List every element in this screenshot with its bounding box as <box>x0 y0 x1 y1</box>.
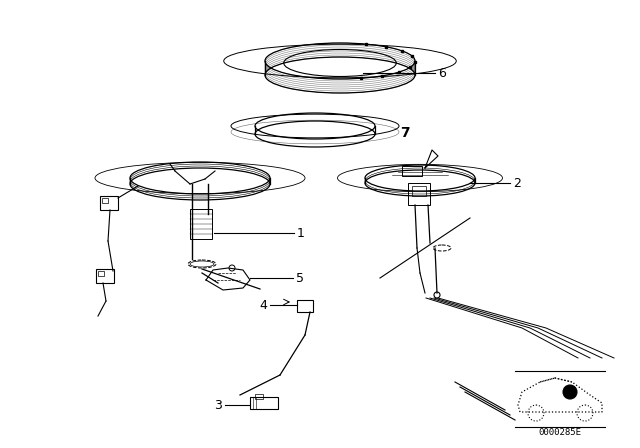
Text: 6: 6 <box>438 66 446 79</box>
Bar <box>102 198 108 203</box>
Text: 0000285E: 0000285E <box>538 427 582 436</box>
Text: 5: 5 <box>296 271 304 284</box>
Text: 4: 4 <box>259 298 267 311</box>
Bar <box>402 166 422 176</box>
Text: 1: 1 <box>297 227 305 240</box>
Text: 7: 7 <box>400 126 410 140</box>
Bar <box>250 397 278 409</box>
Bar <box>255 394 263 399</box>
Bar <box>98 271 104 276</box>
Circle shape <box>563 385 577 399</box>
Bar <box>100 196 118 210</box>
Bar <box>96 269 114 283</box>
Text: 2: 2 <box>513 177 521 190</box>
Bar <box>408 183 430 205</box>
Text: 3: 3 <box>214 399 222 412</box>
Bar <box>190 209 212 239</box>
Bar <box>297 300 313 312</box>
Bar <box>412 186 426 196</box>
